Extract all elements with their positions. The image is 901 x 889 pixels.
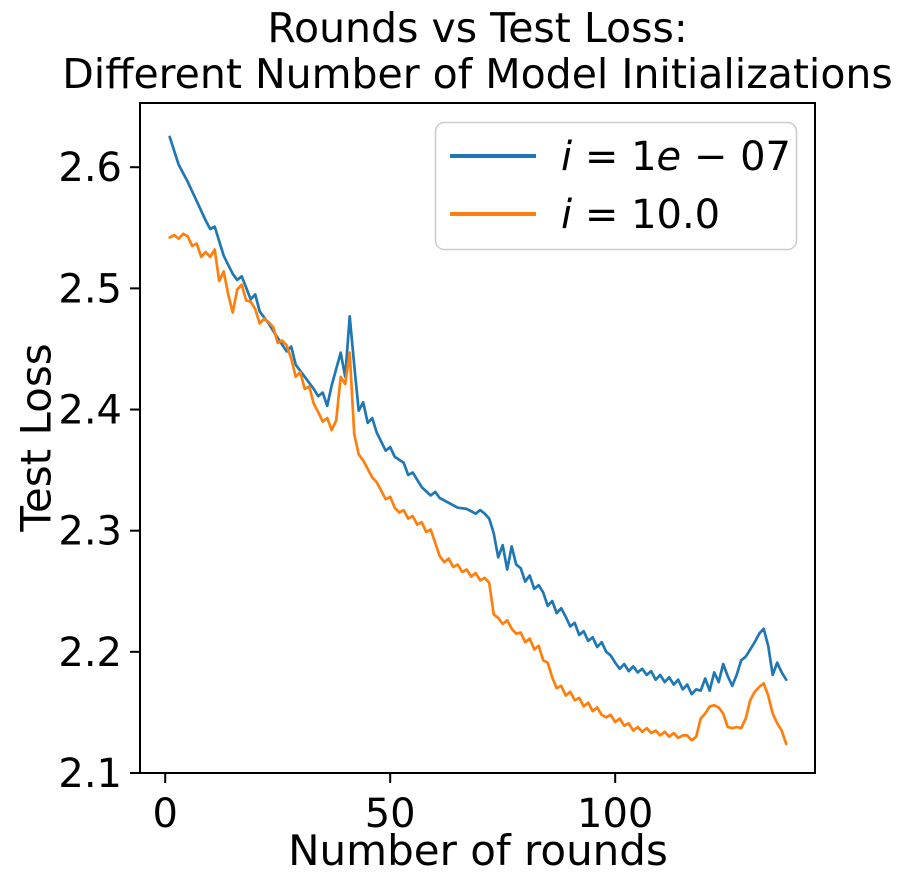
y-tick-label: 2.3 xyxy=(58,509,122,555)
y-tick-label: 2.4 xyxy=(58,388,122,434)
x-tick-label: 50 xyxy=(365,791,416,837)
x-axis-label: Number of rounds xyxy=(288,826,668,875)
y-tick-label: 2.1 xyxy=(58,751,122,797)
y-tick-label: 2.5 xyxy=(58,266,122,312)
series-line-1 xyxy=(168,232,788,746)
legend-label-1: i = 10.0 xyxy=(561,192,720,238)
y-tick-label: 2.6 xyxy=(58,145,122,191)
x-tick-label: 0 xyxy=(152,791,177,837)
chart-title: Rounds vs Test Loss: Different Number of… xyxy=(62,4,893,99)
legend-label-0: i = 1e − 07 xyxy=(561,134,791,180)
series-line-0 xyxy=(168,135,788,696)
x-tick-label: 100 xyxy=(577,791,653,837)
plot-frame xyxy=(139,102,816,774)
y-tick-label: 2.2 xyxy=(58,630,122,676)
